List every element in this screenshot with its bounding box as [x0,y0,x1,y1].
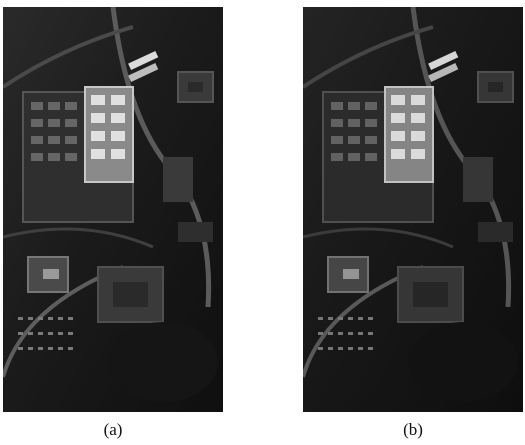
panel-b-caption: (b) [403,420,423,439]
satellite-image-panel-a [3,7,223,412]
satellite-image-panel-b [303,7,523,412]
panel-a-caption: (a) [103,420,123,439]
satellite-image-b [303,7,523,412]
satellite-image-a [3,7,223,412]
